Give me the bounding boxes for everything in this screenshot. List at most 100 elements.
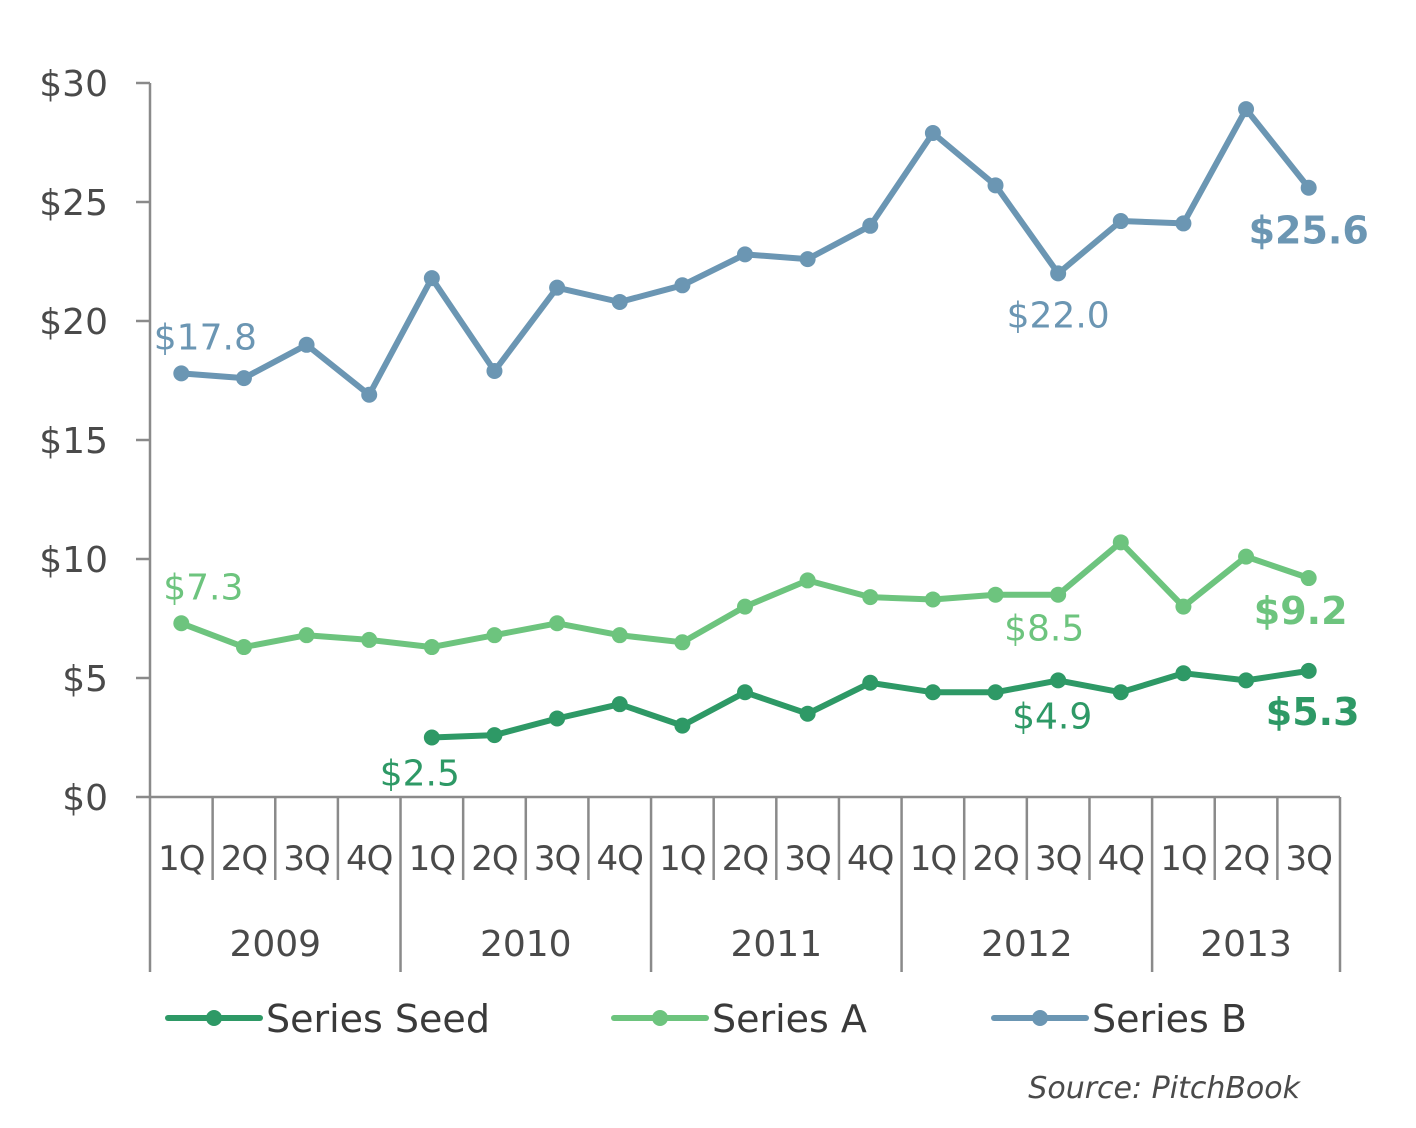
data-label-series-b: $17.8 bbox=[154, 317, 257, 358]
data-point-series-b bbox=[361, 386, 378, 403]
data-point-series-seed bbox=[611, 696, 628, 713]
x-tick-label-quarter: 3Q bbox=[1285, 839, 1331, 879]
y-tick-label: $15 bbox=[39, 421, 108, 462]
x-tick-label-quarter: 1Q bbox=[659, 839, 705, 879]
x-tick-label-quarter: 1Q bbox=[158, 839, 204, 879]
data-point-series-b bbox=[486, 362, 503, 379]
data-point-series-b bbox=[173, 365, 190, 382]
data-point-series-seed bbox=[674, 717, 691, 734]
x-tick-label-quarter: 3Q bbox=[283, 839, 329, 879]
data-point-series-a bbox=[799, 572, 816, 589]
data-point-series-a bbox=[361, 631, 378, 648]
data-point-series-a bbox=[1175, 598, 1192, 615]
source-note: Source: PitchBook bbox=[1028, 1071, 1301, 1106]
data-point-series-seed bbox=[924, 684, 941, 701]
legend-marker-series-a bbox=[652, 1010, 668, 1026]
data-label-series-a: $8.5 bbox=[1004, 609, 1084, 650]
data-point-series-seed bbox=[549, 710, 566, 727]
data-point-series-seed bbox=[737, 684, 753, 701]
data-label-series-b: $25.6 bbox=[1249, 209, 1369, 253]
x-tick-label-quarter: 1Q bbox=[910, 839, 956, 879]
legend-label-series-seed: Series Seed bbox=[266, 997, 490, 1041]
y-tick-label: $10 bbox=[39, 540, 108, 581]
x-tick-label-year: 2010 bbox=[480, 924, 572, 965]
x-tick-label-year: 2013 bbox=[1200, 924, 1292, 965]
x-tick-label-quarter: 2Q bbox=[1223, 839, 1269, 879]
x-tick-label-quarter: 2Q bbox=[722, 839, 768, 879]
data-point-series-a bbox=[549, 615, 566, 632]
data-label-series-seed: $2.5 bbox=[380, 754, 460, 795]
legend: Series Seed Series A Series B bbox=[165, 997, 1247, 1041]
x-tick-label-quarter: 3Q bbox=[1035, 839, 1081, 879]
data-point-series-b bbox=[1175, 215, 1192, 232]
x-tick-label-year: 2009 bbox=[229, 924, 321, 965]
series-line-series-a bbox=[178, 539, 1312, 651]
data-point-series-a bbox=[1300, 570, 1317, 587]
y-tick-label: $20 bbox=[39, 302, 108, 343]
data-point-series-seed bbox=[1300, 662, 1317, 679]
data-point-series-seed bbox=[1050, 672, 1067, 689]
x-tick-label-quarter: 1Q bbox=[1160, 839, 1206, 879]
data-point-series-b bbox=[987, 177, 1004, 194]
data-point-series-a bbox=[1050, 586, 1067, 603]
data-point-series-b bbox=[1050, 265, 1067, 282]
data-point-series-b bbox=[611, 293, 628, 310]
x-tick-label-quarter: 1Q bbox=[409, 839, 455, 879]
x-tick-label-year: 2012 bbox=[981, 924, 1073, 965]
x-tick-label-quarter: 2Q bbox=[972, 839, 1018, 879]
data-label-series-seed: $4.9 bbox=[1012, 696, 1092, 737]
x-tick-label-quarter: 4Q bbox=[1098, 839, 1144, 879]
legend-marker-series-b bbox=[1032, 1010, 1048, 1026]
data-point-series-a bbox=[737, 598, 753, 615]
data-label-series-a: $7.3 bbox=[163, 567, 243, 608]
data-label-series-b: $22.0 bbox=[1007, 295, 1110, 336]
data-point-series-a bbox=[235, 639, 252, 656]
data-point-series-b bbox=[924, 124, 941, 141]
data-point-series-seed bbox=[1238, 672, 1255, 689]
data-point-series-b bbox=[423, 270, 440, 287]
data-point-series-a bbox=[173, 615, 190, 632]
data-point-series-seed bbox=[862, 674, 879, 691]
data-point-series-a bbox=[1238, 548, 1255, 565]
data-point-series-b bbox=[862, 217, 879, 234]
data-point-series-seed bbox=[486, 727, 503, 744]
x-tick-label-quarter: 4Q bbox=[847, 839, 893, 879]
x-tick-label-quarter: 3Q bbox=[534, 839, 580, 879]
x-tick-label-year: 2011 bbox=[731, 924, 823, 965]
data-point-series-a bbox=[1112, 534, 1129, 551]
data-point-series-b bbox=[674, 277, 691, 294]
data-point-series-seed bbox=[423, 729, 440, 746]
data-point-series-b bbox=[737, 246, 753, 263]
y-tick-label: $25 bbox=[39, 183, 108, 224]
data-label-series-seed: $5.3 bbox=[1266, 690, 1360, 734]
data-point-series-a bbox=[298, 627, 315, 644]
data-point-series-b bbox=[1112, 213, 1129, 230]
series-layer bbox=[173, 101, 1317, 746]
y-tick-label: $5 bbox=[62, 659, 108, 700]
data-point-series-seed bbox=[987, 684, 1004, 701]
x-tick-label-quarter: 2Q bbox=[221, 839, 267, 879]
data-point-series-b bbox=[799, 251, 816, 268]
data-point-series-b bbox=[549, 279, 566, 296]
legend-label-series-b: Series B bbox=[1092, 997, 1247, 1041]
data-point-series-a bbox=[423, 639, 440, 656]
data-point-series-a bbox=[862, 589, 879, 606]
legend-marker-series-seed bbox=[206, 1010, 222, 1026]
data-label-series-a: $9.2 bbox=[1254, 589, 1348, 633]
y-tick-label: $0 bbox=[62, 778, 108, 819]
data-point-series-a bbox=[486, 627, 503, 644]
x-tick-label-quarter: 2Q bbox=[471, 839, 517, 879]
data-point-series-b bbox=[1300, 179, 1317, 196]
data-point-series-a bbox=[611, 627, 628, 644]
legend-label-series-a: Series A bbox=[712, 997, 867, 1041]
data-point-series-a bbox=[674, 634, 691, 651]
data-point-series-b bbox=[235, 370, 252, 387]
data-point-series-seed bbox=[1175, 665, 1192, 682]
x-tick-label-quarter: 3Q bbox=[784, 839, 830, 879]
axes: $0 $5 $10 $15 $20 $25 $30 1Q 2Q 3Q 4Q 2009 1Q 2Q 3Q 4Q 2… bbox=[39, 64, 1342, 972]
data-point-series-b bbox=[298, 336, 315, 353]
x-tick-label-quarter: 4Q bbox=[597, 839, 643, 879]
data-point-series-a bbox=[987, 586, 1004, 603]
data-labels: $2.5 $4.9 $5.3 $7.3 $8.5 $9.2 $17.8 $22.0 $25.6 bbox=[154, 209, 1369, 795]
data-point-series-a bbox=[924, 591, 941, 608]
